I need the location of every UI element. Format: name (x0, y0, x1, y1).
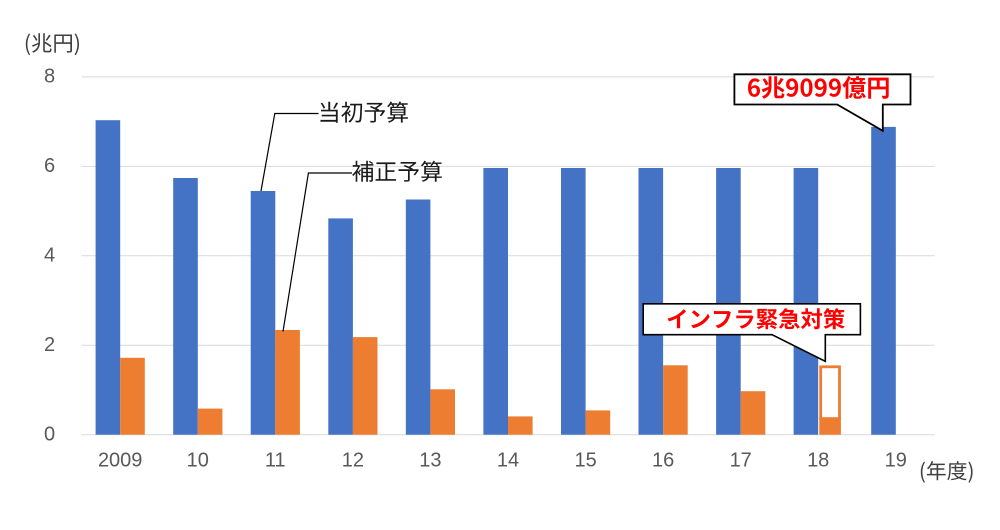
svg-text:16: 16 (652, 450, 674, 472)
svg-text:17: 17 (730, 450, 752, 472)
svg-text:2009: 2009 (98, 450, 143, 472)
svg-text:4: 4 (44, 245, 55, 267)
svg-text:10: 10 (187, 450, 209, 472)
svg-text:15: 15 (574, 450, 596, 472)
svg-text:13: 13 (419, 450, 441, 472)
svg-text:12: 12 (342, 450, 364, 472)
svg-text:6: 6 (44, 155, 55, 177)
svg-text:19: 19 (885, 450, 907, 472)
svg-text:0: 0 (44, 424, 55, 446)
svg-text:8: 8 (44, 66, 55, 88)
svg-text:11: 11 (265, 450, 286, 472)
svg-text:14: 14 (497, 450, 519, 472)
svg-text:2: 2 (44, 334, 55, 356)
svg-text:18: 18 (807, 450, 829, 472)
